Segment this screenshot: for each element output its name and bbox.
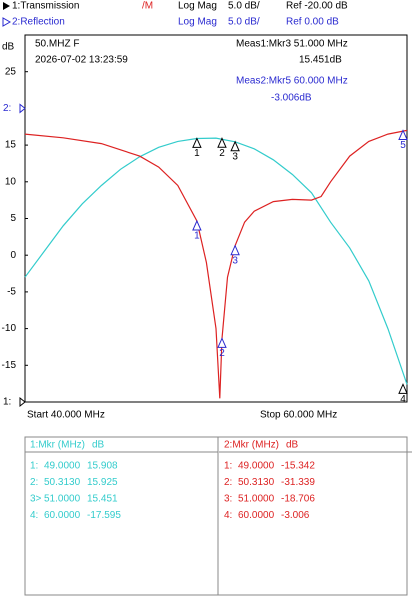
marker-label: 2 bbox=[219, 348, 225, 359]
table-cell: 3: bbox=[224, 494, 232, 505]
trace-icon bbox=[2, 17, 12, 27]
marker-triangle bbox=[230, 244, 240, 256]
marker-triangle bbox=[192, 137, 202, 148]
y-tick-label: 10 bbox=[5, 176, 17, 187]
format-flag: /M bbox=[142, 1, 153, 12]
channel-info: 50.MHZ F bbox=[35, 39, 79, 50]
ref-label: 1: bbox=[3, 397, 11, 408]
table-cell: 15.451 bbox=[87, 494, 118, 505]
table-header: dB bbox=[286, 440, 299, 451]
marker-label: 3 bbox=[232, 255, 238, 266]
meas2: Meas2:Mkr5 60.000 MHz bbox=[236, 76, 348, 87]
stop-label: Stop 60.000 MHz bbox=[260, 410, 337, 421]
trace-line bbox=[24, 129, 408, 399]
start-label: Start 40.000 MHz bbox=[27, 410, 105, 421]
table-cell: 2: bbox=[224, 477, 232, 488]
trace-name: 2:Reflection bbox=[12, 17, 65, 28]
table-cell: 49.0000 bbox=[238, 461, 275, 472]
y-tick-label: 15 bbox=[5, 140, 17, 151]
scale: 5.0 dB/ bbox=[228, 17, 260, 28]
marker-triangle bbox=[398, 383, 408, 394]
ref-marker bbox=[19, 396, 26, 408]
ref-label: 2: bbox=[3, 103, 11, 114]
table-cell: 60.0000 bbox=[44, 510, 81, 521]
table-cell: -17.595 bbox=[87, 510, 121, 521]
table-header: 2:Mkr (MHz) bbox=[224, 440, 279, 451]
format: Log Mag bbox=[178, 1, 217, 12]
marker-triangle bbox=[217, 337, 227, 348]
datetime: 2026-07-02 13:23:59 bbox=[35, 55, 128, 66]
table-cell: 1: bbox=[224, 461, 232, 472]
meas2-value: -3.006dB bbox=[271, 93, 312, 104]
table-header: dB bbox=[92, 440, 105, 451]
y-tick-label: 25 bbox=[5, 66, 17, 77]
table-cell: -18.706 bbox=[281, 494, 315, 505]
ref: Ref -20.00 dB bbox=[286, 1, 348, 12]
table-cell: -15.342 bbox=[281, 461, 315, 472]
meas1: Meas1:Mkr3 51.000 MHz bbox=[236, 39, 348, 50]
table-cell: 50.3130 bbox=[238, 477, 275, 488]
table-cell: 2: bbox=[30, 477, 38, 488]
marker-triangle bbox=[230, 140, 240, 152]
table-cell: 15.925 bbox=[87, 477, 118, 488]
table-cell: 4: bbox=[30, 510, 38, 521]
marker-label: 2 bbox=[219, 148, 225, 159]
active-trace-icon bbox=[3, 2, 10, 10]
y-unit: dB bbox=[2, 42, 15, 53]
format: Log Mag bbox=[178, 17, 217, 28]
marker-label: 4 bbox=[400, 394, 406, 405]
plot-frame bbox=[24, 34, 408, 403]
y-tick-label: 0 bbox=[10, 250, 16, 261]
marker-label: 3 bbox=[232, 151, 238, 162]
trace-name: 1:Transmission bbox=[12, 1, 79, 12]
table-header: 1:Mkr (MHz) bbox=[30, 440, 85, 451]
marker-label: 1 bbox=[194, 231, 200, 242]
marker-triangle bbox=[192, 219, 202, 231]
marker-label: 1 bbox=[194, 148, 200, 159]
table-cell: 50.3130 bbox=[44, 477, 81, 488]
y-tick-label: -5 bbox=[7, 287, 16, 298]
table-cell: 4: bbox=[224, 510, 232, 521]
meas1-value: 15.451dB bbox=[299, 55, 342, 66]
table-cell: 60.0000 bbox=[238, 510, 275, 521]
table-cell: 15.908 bbox=[87, 461, 118, 472]
y-tick-label: -10 bbox=[2, 323, 17, 334]
ref-marker bbox=[19, 103, 26, 114]
marker-table-frame bbox=[24, 436, 408, 596]
scale: 5.0 dB/ bbox=[228, 1, 260, 12]
table-cell: 51.0000 bbox=[238, 494, 275, 505]
table-cell: 3> bbox=[30, 494, 42, 505]
y-tick-label: 5 bbox=[10, 213, 16, 224]
table-cell: -31.339 bbox=[281, 477, 315, 488]
marker-triangle bbox=[217, 137, 227, 148]
ref: Ref 0.00 dB bbox=[286, 17, 339, 28]
marker-label: 5 bbox=[400, 140, 406, 151]
table-cell: 1: bbox=[30, 461, 38, 472]
trace-line bbox=[24, 137, 408, 385]
table-cell: -3.006 bbox=[281, 510, 310, 521]
marker-triangle bbox=[398, 129, 408, 140]
table-cell: 51.0000 bbox=[44, 494, 81, 505]
table-cell: 49.0000 bbox=[44, 461, 81, 472]
y-tick-label: -15 bbox=[2, 360, 17, 371]
